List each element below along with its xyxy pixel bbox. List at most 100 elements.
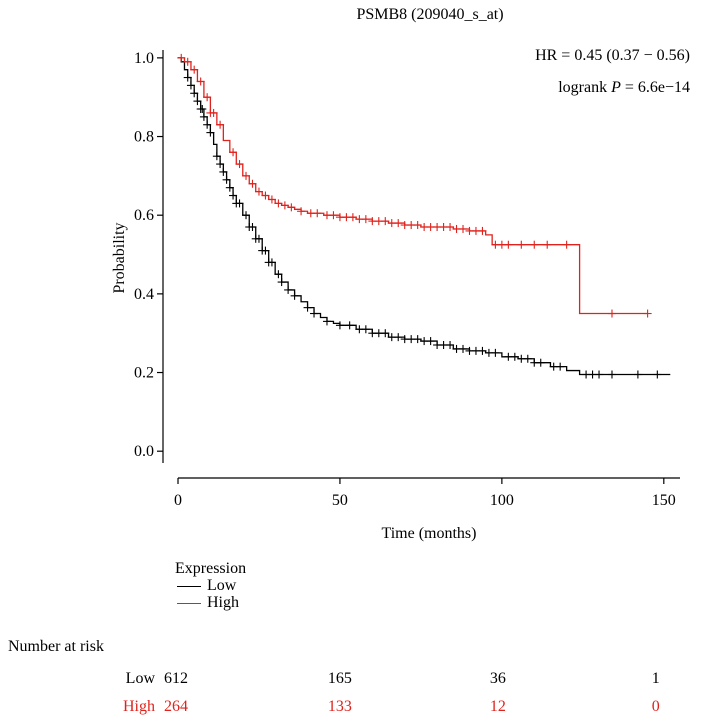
censor-mark-high <box>261 191 270 200</box>
legend-swatch-high <box>177 603 201 604</box>
risk-value: 264 <box>164 698 188 715</box>
survival-curve-high <box>178 57 648 315</box>
logrank-value: = 6.6e−14 <box>621 79 690 96</box>
censor-mark-high <box>313 209 322 218</box>
censor-mark-high <box>361 215 370 224</box>
censor-mark-high <box>478 226 487 235</box>
censor-mark-high <box>190 65 199 74</box>
censor-mark-high <box>607 309 616 318</box>
censor-mark-low <box>310 309 319 318</box>
censor-mark-low <box>361 325 370 334</box>
censor-mark-low <box>235 199 244 208</box>
censor-mark-low <box>216 160 225 169</box>
censor-mark-low <box>284 285 293 294</box>
censor-mark-high <box>530 240 539 249</box>
y-tick-label-1: 0.2 <box>134 365 154 382</box>
censor-mark-low <box>274 270 283 279</box>
y-axis-label: Probability <box>111 222 128 293</box>
km-chart: PSMB8 (209040_s_at) 0.0 0.2 0.4 0.6 0.8 1.0 0… <box>111 6 690 542</box>
censor-mark-high <box>183 57 192 66</box>
legend-label-low: Low <box>207 577 237 594</box>
censor-mark-high <box>254 187 263 196</box>
censor-mark-high <box>235 160 244 169</box>
censor-mark-low <box>426 337 435 346</box>
censor-mark-low <box>446 341 455 349</box>
censor-mark-low <box>653 370 662 379</box>
x-tick-label-0: 0 <box>174 492 182 509</box>
risk-row-high: High 264 133 12 0 <box>0 698 705 718</box>
logrank-prefix: logrank <box>558 79 611 96</box>
risk-row-label: High <box>123 698 155 715</box>
censor-mark-low <box>225 183 234 192</box>
logrank-annotation: logrank P = 6.6e−14 <box>558 79 690 96</box>
censor-mark-high <box>242 171 251 180</box>
censor-mark-high <box>413 221 422 230</box>
y-tick-label-2: 0.4 <box>134 286 154 303</box>
censor-mark-low <box>536 358 545 367</box>
series-layer <box>177 53 671 379</box>
y-tick-label-0: 0.0 <box>134 443 154 460</box>
x-axis-label: Time (months) <box>382 525 477 542</box>
risk-value: 12 <box>489 698 506 715</box>
risk-value: 133 <box>327 698 352 715</box>
censor-mark-low <box>335 321 344 330</box>
censor-mark-high <box>267 195 276 204</box>
censor-mark-low <box>290 291 299 300</box>
censor-mark-low <box>254 234 263 243</box>
censor-mark-low <box>219 167 228 176</box>
censor-mark-low <box>267 258 276 267</box>
censor-mark-low <box>277 278 286 287</box>
censor-mark-high <box>517 240 526 249</box>
censor-mark-high <box>177 53 186 62</box>
censor-mark-low <box>394 333 403 342</box>
censor-mark-low <box>199 112 208 121</box>
x-tick-label-3: 150 <box>652 492 676 509</box>
censor-mark-low <box>459 344 468 353</box>
censor-mark-low <box>478 346 487 355</box>
censor-mark-high <box>297 207 306 216</box>
censor-mark-low <box>381 329 390 338</box>
censor-mark-high <box>216 120 225 129</box>
censor-mark-low <box>186 81 195 90</box>
censor-mark-low <box>345 321 354 330</box>
censor-mark-low <box>248 223 257 231</box>
censor-mark-low <box>303 303 312 312</box>
censor-mark-low <box>523 354 532 363</box>
censor-mark-high <box>446 223 455 231</box>
survival-curve-low <box>178 57 671 376</box>
x-tick-label-2: 100 <box>490 492 514 509</box>
risk-value: 0 <box>651 698 660 715</box>
risk-value: 36 <box>489 670 506 687</box>
censor-mark-high <box>287 203 296 212</box>
censor-mark-low <box>242 211 251 220</box>
censor-mark-low <box>322 317 331 326</box>
censor-mark-high <box>348 213 357 222</box>
risk-value: 612 <box>164 670 188 687</box>
censor-mark-low <box>229 191 238 200</box>
censor-mark-high <box>643 309 652 318</box>
censor-mark-low <box>203 120 212 129</box>
legend-title: Expression <box>175 560 247 577</box>
y-ticks: 0.0 0.2 0.4 0.6 0.8 1.0 <box>134 50 163 460</box>
legend-swatch-low <box>177 586 201 587</box>
x-ticks: 0 50 100 150 <box>174 478 676 509</box>
censor-mark-high <box>203 93 212 102</box>
censor-mark-low <box>222 175 231 184</box>
censor-mark-low <box>413 335 422 344</box>
censor-mark-low <box>595 370 604 379</box>
chart-title: PSMB8 (209040_s_at) <box>356 6 503 23</box>
y-tick-label-5: 1.0 <box>134 50 154 67</box>
censor-mark-high <box>543 240 552 249</box>
legend-label-high: High <box>207 594 239 611</box>
censor-mark-high <box>248 179 257 188</box>
y-tick-label-4: 0.8 <box>134 129 154 146</box>
legend-entry-high: High <box>175 594 246 611</box>
risk-row-label: Low <box>125 670 155 687</box>
censor-mark-high <box>274 199 283 208</box>
censor-mark-low <box>190 89 199 98</box>
censor-mark-high <box>381 217 390 226</box>
legend: Expression Low High <box>175 560 246 611</box>
censor-mark-high <box>504 240 513 249</box>
risk-table-title: Number at risk <box>8 638 104 655</box>
censor-mark-low <box>198 105 207 113</box>
